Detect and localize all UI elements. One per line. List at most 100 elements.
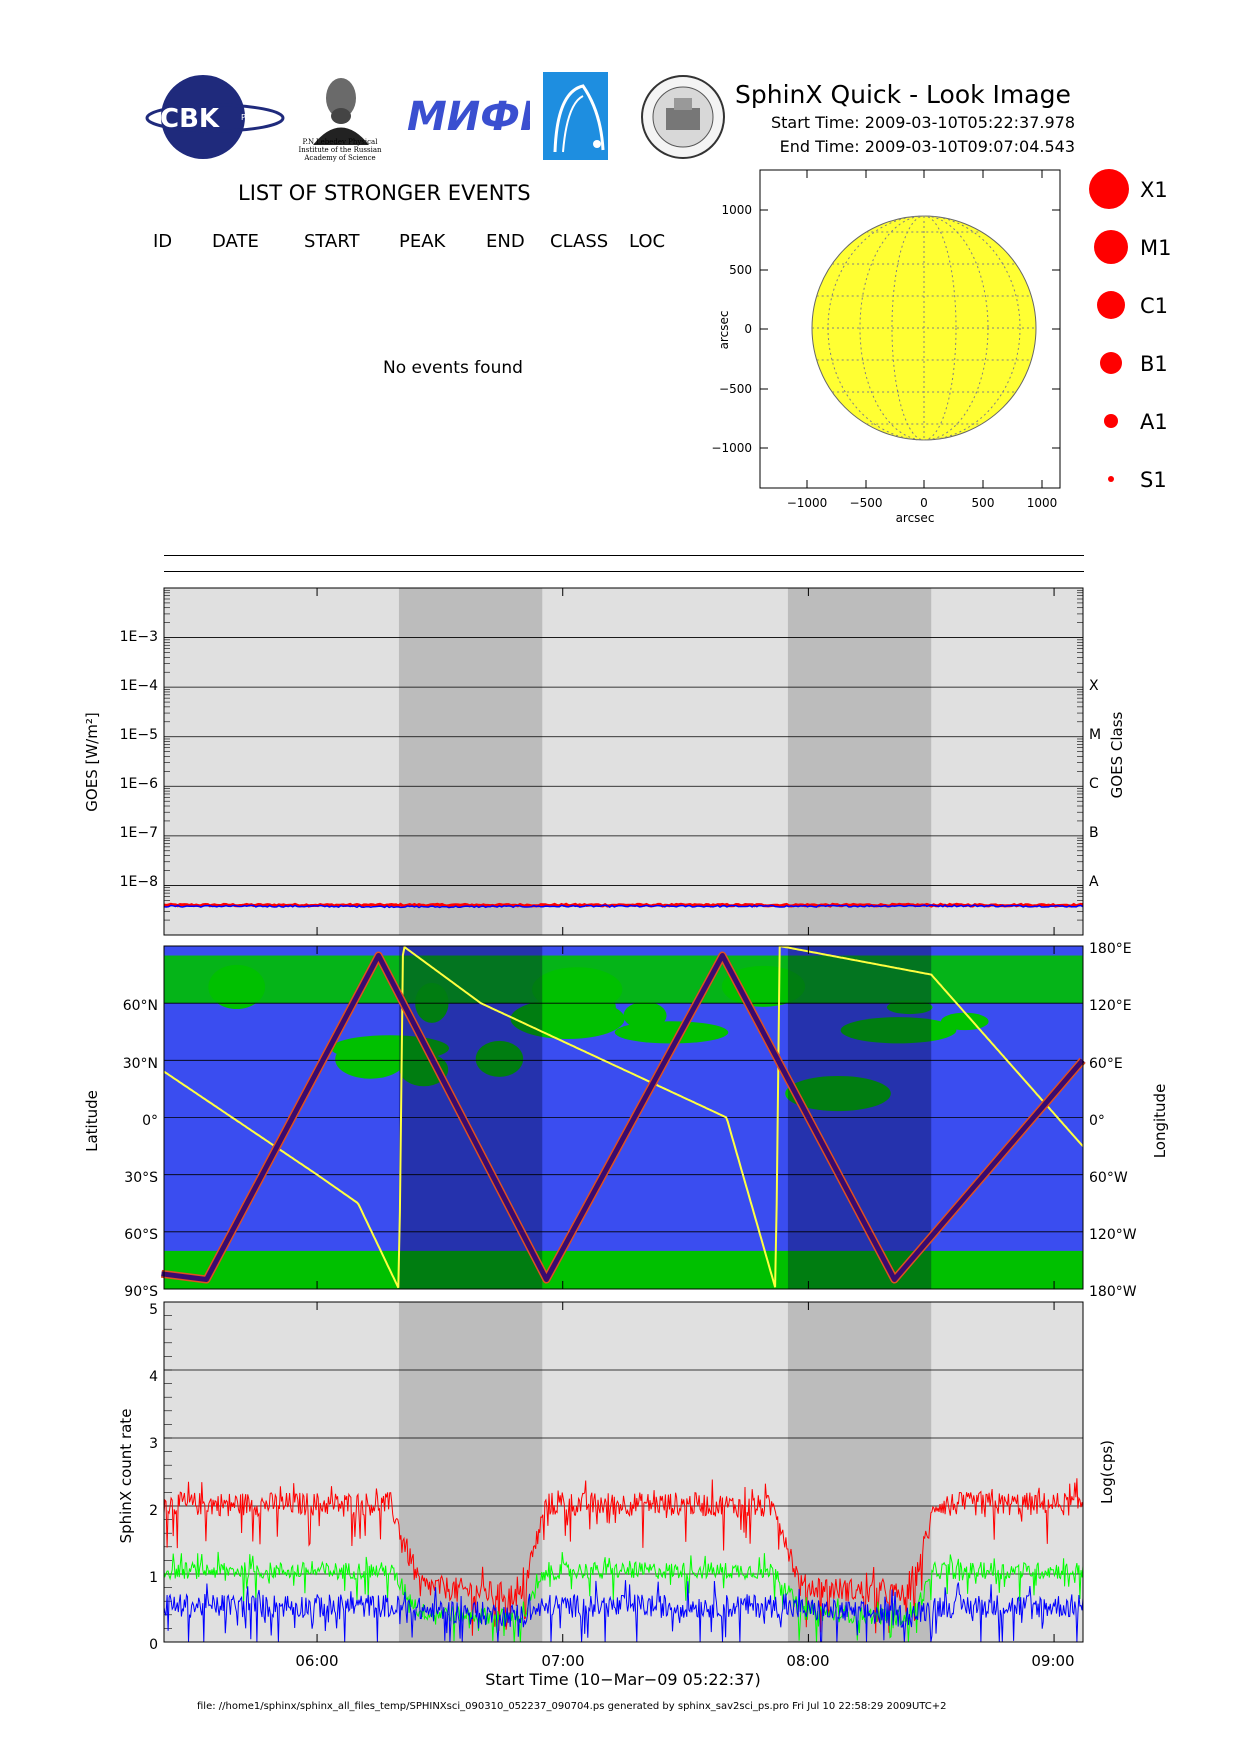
goes-shadow-band: [787, 588, 932, 935]
goes-ytick-1e-3: 1E−3: [120, 629, 158, 645]
col-date: DATE: [212, 231, 259, 252]
sphinx-ytick-0: 0: [149, 1637, 158, 1653]
orbit-land-patch: [886, 1000, 933, 1015]
sun-ytick-1000: 1000: [721, 203, 752, 217]
orbit-land-patch: [840, 1017, 957, 1044]
sphinx-right-label: Log(cps): [1098, 1440, 1116, 1504]
cbk-logo: CBK PAN: [145, 72, 285, 162]
sphinx-ylabel: SphinX count rate: [117, 1409, 135, 1544]
lebedev-logo: P.N.Lebedev Physical Institute of the Ru…: [295, 70, 385, 165]
sun-xtick-500: 500: [972, 496, 995, 510]
sphinx-ytick-2: 2: [149, 1503, 158, 1519]
events-title: LIST OF STRONGER EVENTS: [238, 181, 531, 205]
legend-label-b1: B1: [1140, 352, 1168, 376]
sun-ytick-0: 0: [744, 322, 752, 336]
lon-tick-120e: 120°E: [1089, 998, 1132, 1014]
separator-line-1: [164, 555, 1084, 556]
goes-class-m: M: [1089, 727, 1101, 743]
time-tick-0900: 09:00: [1031, 1652, 1074, 1670]
lon-tick-180w: 180°W: [1089, 1284, 1137, 1300]
time-tick-0800: 08:00: [786, 1652, 829, 1670]
legend-label-s1: S1: [1140, 468, 1167, 492]
sun-map-ticks: [760, 170, 1060, 488]
legend-label-m1: M1: [1140, 236, 1171, 260]
sun-xlabel: arcsec: [896, 511, 935, 525]
goes-shadow-band: [398, 588, 543, 935]
goes-right-label: GOES Class: [1108, 711, 1126, 798]
sphinx-series-green: [163, 1551, 1084, 1643]
mifi-logo-graphic: МИФИ: [407, 94, 553, 140]
sun-disk-grid: [812, 215, 1036, 441]
orbit-land-patch: [208, 964, 266, 1010]
goes-ytick-1e-4: 1E−4: [120, 678, 158, 694]
time-tick-0600: 06:00: [295, 1652, 338, 1670]
sun-xtick-1000: 1000: [1027, 496, 1058, 510]
orbit-land-band-north: [164, 955, 1083, 1004]
goes-ytick-1e-6: 1E−6: [120, 776, 158, 792]
sphinx-ytick-1: 1: [149, 1570, 158, 1586]
orbit-land-band-south: [164, 1250, 1083, 1289]
legend-dot-c1: [1097, 291, 1125, 319]
goes-class-c: C: [1089, 776, 1099, 792]
lebedev-portrait: [313, 78, 369, 145]
goes-class-b: B: [1089, 825, 1099, 841]
sphinx-series-red: [163, 1478, 1084, 1636]
sun-ylabel: arcsec: [717, 311, 731, 350]
sphinx-frame: [163, 1301, 1084, 1643]
sun-map: 1000 500 0 −500 −1000 −1000 −500 0 500 1…: [711, 169, 1061, 525]
lat-tick-30n: 30°N: [123, 1056, 158, 1072]
agency-logo-graphic: [543, 72, 608, 160]
time-axis-label: Start Time (10−Mar−09 05:22:37): [485, 1670, 761, 1689]
lat-tick-60n: 60°N: [123, 998, 158, 1014]
legend-label-c1: C1: [1140, 294, 1168, 318]
university-seal-graphic: [641, 75, 725, 159]
lat-tick-60s: 60°S: [124, 1227, 158, 1243]
lon-tick-60e: 60°E: [1089, 1056, 1123, 1072]
goes-frame: [163, 587, 1084, 936]
mifi-logo: МИФИ: [405, 85, 553, 145]
cbk-logo-text: CBK: [160, 104, 220, 134]
page-title: SphinX Quick - Look Image: [735, 80, 1071, 109]
goes-ytick-1e-7: 1E−7: [120, 825, 158, 841]
goes-class-a: A: [1089, 874, 1099, 890]
sphinx-ytick-5: 5: [149, 1302, 158, 1318]
orbit-right-label: Longitude: [1151, 1084, 1169, 1159]
goes-background: [164, 588, 1083, 935]
col-id: ID: [153, 231, 173, 252]
goes-class-x: X: [1089, 678, 1099, 694]
legend-label-x1: X1: [1140, 178, 1168, 202]
legend-dot-x1: [1089, 169, 1129, 209]
lon-tick-60w: 60°W: [1089, 1170, 1128, 1186]
sun-ytick-500: 500: [729, 263, 752, 277]
cbk-logo-graphic: CBK PAN: [145, 75, 285, 159]
sphinx-panel: [163, 1301, 1084, 1643]
legend-dot-s1: [1108, 476, 1114, 482]
time-tick-0700: 07:00: [541, 1652, 584, 1670]
col-start: START: [304, 231, 360, 252]
col-end: END: [486, 231, 525, 252]
orbit-land-patch: [785, 1075, 891, 1112]
sun-xtick-minus500: −500: [850, 496, 883, 510]
sphinx-series-blue: [163, 1580, 1084, 1643]
no-events-message: No events found: [383, 358, 523, 378]
goes-ylabel: GOES [W/m²]: [83, 712, 101, 811]
sphinx-ytick-4: 4: [149, 1369, 158, 1385]
col-peak: PEAK: [399, 231, 446, 252]
sphinx-ytick-3: 3: [149, 1436, 158, 1452]
orbit-land-patch: [510, 998, 625, 1040]
orbit-land-patch: [940, 1012, 989, 1031]
orbit-frame: [163, 945, 1084, 1290]
sun-ytick-minus500: −500: [719, 382, 752, 396]
lebedev-caption: P.N.Lebedev Physical Institute of the Ru…: [298, 138, 382, 162]
lat-tick-90s: 90°S: [124, 1284, 158, 1300]
lon-tick-180e: 180°E: [1089, 941, 1132, 957]
sun-xtick-minus1000: −1000: [787, 496, 828, 510]
cbk-logo-subtext: PAN: [241, 113, 257, 122]
mifi-logo-text: МИФИ: [407, 94, 530, 140]
lat-tick-0: 0°: [142, 1113, 158, 1129]
orbit-land-patch: [614, 1021, 729, 1044]
orbit-ylabel: Latitude: [83, 1090, 101, 1152]
sun-ytick-minus1000: −1000: [711, 441, 752, 455]
flare-size-legend: X1 M1 C1 B1 A1 S1: [1089, 169, 1171, 492]
orbit-panel: [160, 945, 1086, 1290]
